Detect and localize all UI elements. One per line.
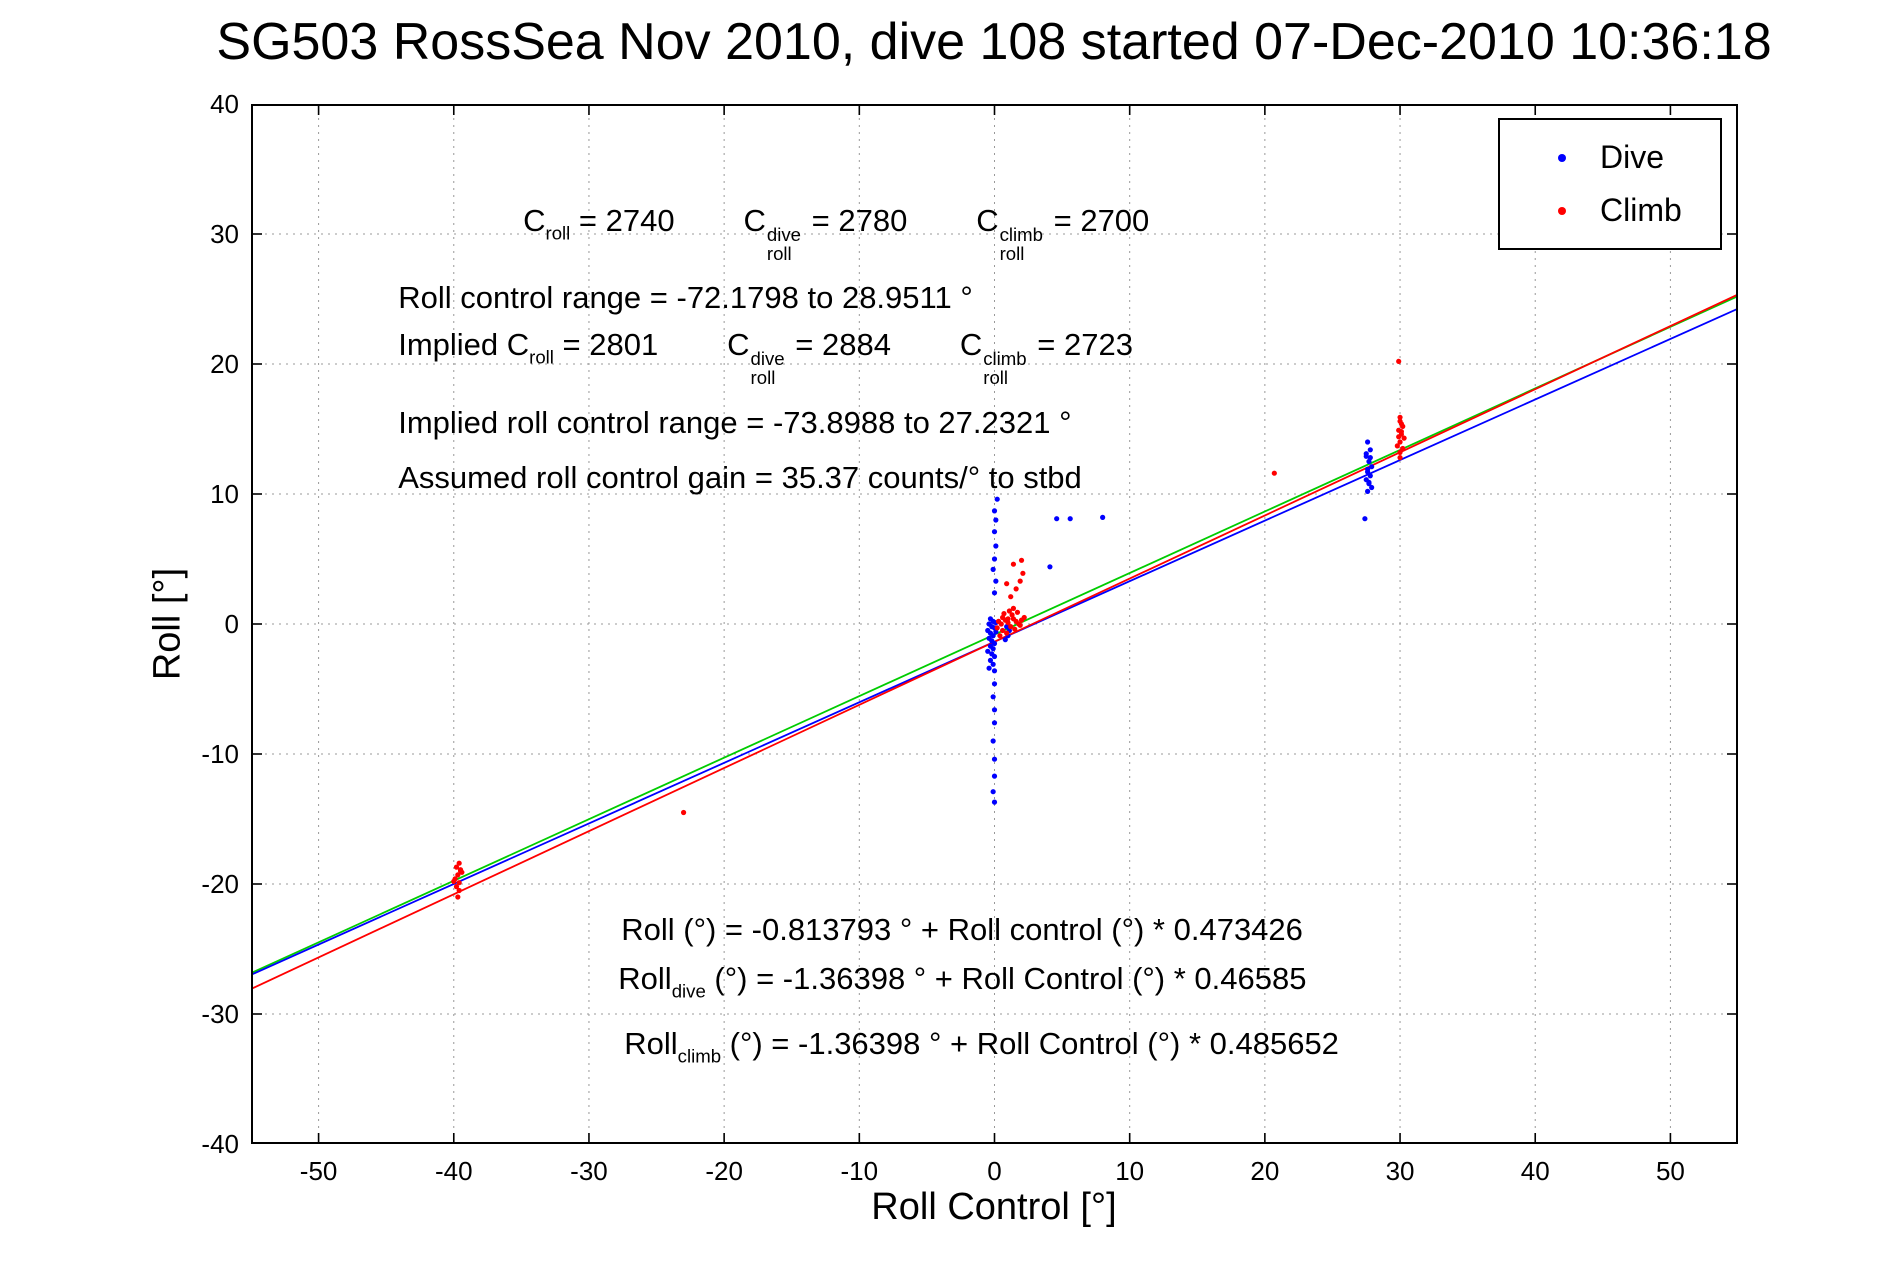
series-dive	[985, 439, 1375, 805]
y-tick-label: 20	[210, 349, 239, 379]
legend-label-dive: Dive	[1600, 139, 1665, 175]
axes-border	[251, 104, 1738, 1144]
y-tick-label: -20	[201, 869, 239, 899]
y-tick-label: 0	[224, 609, 239, 639]
x-tick-label: 0	[987, 1156, 1002, 1186]
chart-title: SG503 RossSea Nov 2010, dive 108 started…	[216, 13, 1772, 71]
legend-label-climb: Climb	[1600, 192, 1682, 228]
y-tick-label: -10	[201, 739, 239, 769]
x-tick-label: 30	[1385, 1156, 1415, 1186]
legend-entry-climb: Climb	[1558, 192, 1720, 229]
x-tick-label: 50	[1655, 1156, 1685, 1186]
series-climb	[451, 358, 1407, 900]
x-tick-label: 20	[1250, 1156, 1280, 1186]
climb-marker-icon	[1558, 206, 1566, 215]
plot-canvas	[251, 104, 1738, 1144]
dive-marker-icon	[1558, 153, 1566, 162]
y-tick-label: 30	[210, 219, 239, 249]
y-tick-label: -30	[201, 999, 239, 1029]
x-tick-label: -50	[299, 1156, 338, 1186]
x-tick-label: -40	[434, 1156, 473, 1186]
x-axis-label: Roll Control [°]	[871, 1186, 1117, 1228]
x-tick-label: -10	[840, 1156, 879, 1186]
legend: Dive Climb	[1498, 118, 1722, 250]
x-tick-label: -30	[570, 1156, 608, 1186]
x-tick-label: 40	[1520, 1156, 1550, 1186]
y-tick-label: -40	[201, 1129, 239, 1159]
x-tick-label: 10	[1115, 1156, 1145, 1186]
grid-lines	[251, 104, 1738, 1144]
legend-entry-dive: Dive	[1558, 139, 1720, 176]
y-tick-label: 40	[210, 89, 239, 119]
x-tick-label: -20	[705, 1156, 743, 1186]
y-tick-label: 10	[210, 479, 239, 509]
